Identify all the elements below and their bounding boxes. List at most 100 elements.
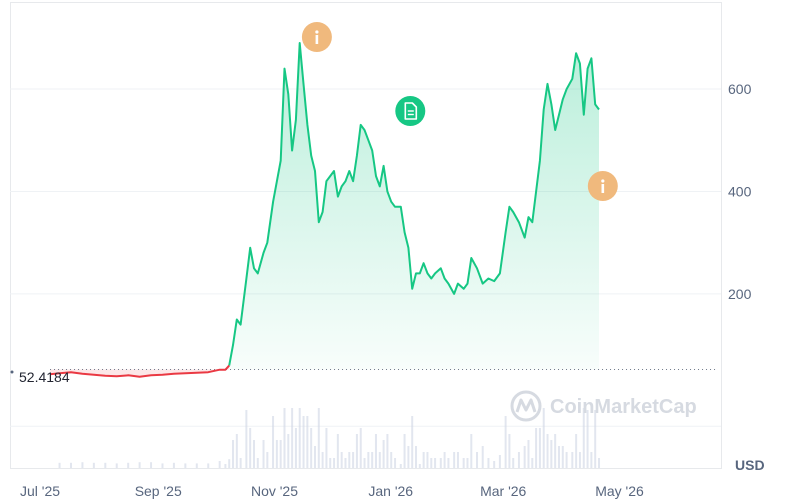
volume-bar bbox=[466, 458, 469, 468]
volume-bar bbox=[561, 446, 564, 468]
price-line-up bbox=[228, 42, 600, 366]
volume-bar bbox=[415, 446, 418, 468]
x-tick-label: Jan '26 bbox=[368, 483, 413, 499]
volume-bar bbox=[367, 452, 370, 468]
price-area bbox=[229, 43, 599, 370]
volume-bar bbox=[538, 428, 541, 468]
volume-bar bbox=[578, 452, 581, 468]
volume-bar bbox=[447, 458, 450, 468]
volume-bar bbox=[487, 458, 490, 468]
volume-bar bbox=[127, 462, 130, 468]
volume-bar bbox=[321, 452, 324, 468]
volume-bar bbox=[481, 446, 484, 468]
volume-bar bbox=[371, 452, 374, 468]
volume-bar bbox=[403, 434, 406, 468]
volume-bar bbox=[535, 428, 538, 468]
y-tick-label: 200 bbox=[728, 286, 752, 302]
y-tick-label: 400 bbox=[728, 183, 752, 199]
volume-bar bbox=[586, 410, 589, 468]
volume-bar bbox=[407, 446, 410, 468]
coinmarketcap-logo-icon bbox=[510, 390, 542, 422]
volume-bar bbox=[81, 462, 84, 468]
volume-bar bbox=[344, 458, 347, 468]
volume-bar bbox=[426, 452, 429, 468]
volume-bar bbox=[575, 434, 578, 468]
volume-bar bbox=[279, 440, 282, 468]
volume-bar bbox=[386, 434, 389, 468]
volume-bar bbox=[92, 462, 95, 468]
volume-bar bbox=[235, 434, 238, 468]
volume-bar bbox=[306, 416, 309, 468]
volume-bar bbox=[531, 458, 534, 468]
volume-bar bbox=[287, 434, 290, 468]
volume-bar bbox=[333, 458, 336, 468]
currency-label: USD bbox=[735, 457, 765, 473]
volume-bar bbox=[411, 416, 414, 468]
volume-bar bbox=[422, 452, 425, 468]
volume-bar bbox=[512, 458, 515, 468]
volume-bar bbox=[443, 452, 446, 468]
volume-bar bbox=[565, 452, 568, 468]
volume-bar bbox=[340, 452, 343, 468]
baseline-value: 52.4184 bbox=[19, 369, 70, 385]
volume-bar bbox=[262, 440, 265, 468]
volume-bar bbox=[272, 416, 275, 468]
volume-bar bbox=[390, 452, 393, 468]
volume-bar bbox=[291, 408, 294, 468]
volume-bar bbox=[138, 462, 141, 468]
event-markers[interactable] bbox=[301, 22, 618, 201]
plot-frame bbox=[10, 2, 722, 469]
volume-histogram bbox=[50, 365, 601, 468]
document-icon[interactable] bbox=[395, 96, 426, 126]
volume-bar bbox=[228, 459, 231, 468]
volume-bar bbox=[546, 434, 549, 468]
volume-bar bbox=[462, 458, 465, 468]
volume-bar bbox=[523, 446, 526, 468]
volume-bar bbox=[184, 463, 187, 468]
volume-bar bbox=[325, 428, 328, 468]
volume-bar bbox=[493, 461, 496, 468]
volume-bar bbox=[399, 464, 402, 468]
volume-bar bbox=[430, 458, 433, 468]
volume-bar bbox=[115, 463, 118, 468]
volume-bar bbox=[195, 463, 198, 468]
volume-bar bbox=[352, 452, 355, 468]
volume-bar bbox=[294, 428, 297, 468]
volume-bar bbox=[252, 440, 255, 468]
volume-bar bbox=[256, 458, 259, 468]
price-line-down bbox=[49, 364, 230, 378]
volume-bar bbox=[249, 428, 252, 468]
volume-bar bbox=[439, 458, 442, 468]
volume-bar bbox=[104, 462, 107, 468]
volume-bar bbox=[224, 464, 227, 468]
volume-bar bbox=[245, 410, 248, 468]
x-axis: Jul '25 Sep '25 Nov '25 Jan '26 Mar '26 May '… bbox=[20, 483, 644, 499]
volume-bar bbox=[434, 458, 437, 468]
y-axis: 200 400 600 bbox=[728, 81, 752, 302]
volume-bar bbox=[313, 446, 316, 468]
y-tick-label: 600 bbox=[728, 81, 752, 97]
volume-bar bbox=[382, 440, 385, 468]
volume-bar bbox=[504, 416, 507, 468]
volume-bar bbox=[150, 462, 153, 468]
volume-bar bbox=[378, 452, 381, 468]
x-tick-label: May '26 bbox=[595, 483, 644, 499]
info-icon[interactable] bbox=[301, 22, 332, 52]
volume-bar bbox=[359, 428, 362, 468]
volume-bar bbox=[374, 434, 377, 468]
volume-bar bbox=[266, 452, 269, 468]
volume-bar bbox=[275, 440, 278, 468]
volume-bar bbox=[571, 452, 574, 468]
volume-bar bbox=[418, 464, 421, 468]
volume-bar bbox=[161, 463, 164, 468]
volume-bar bbox=[476, 452, 479, 468]
info-icon[interactable] bbox=[587, 171, 618, 201]
volume-bar bbox=[542, 408, 545, 468]
volume-bar bbox=[348, 452, 351, 468]
volume-bar bbox=[456, 452, 459, 468]
volume-bar bbox=[298, 408, 301, 468]
volume-bar bbox=[550, 440, 553, 468]
volume-bar bbox=[598, 458, 601, 468]
